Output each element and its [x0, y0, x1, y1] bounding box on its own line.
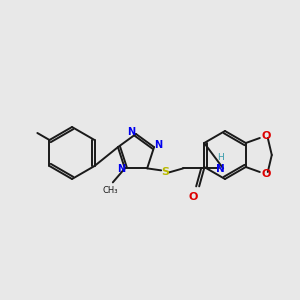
Text: O: O	[188, 192, 198, 203]
Text: O: O	[262, 131, 271, 141]
Text: N: N	[127, 127, 135, 137]
Text: H: H	[217, 153, 224, 162]
Text: N: N	[216, 164, 224, 174]
Text: O: O	[262, 169, 271, 179]
Text: CH₃: CH₃	[102, 186, 118, 195]
Text: N: N	[117, 164, 125, 174]
Text: N: N	[154, 140, 162, 150]
Text: S: S	[161, 167, 169, 177]
